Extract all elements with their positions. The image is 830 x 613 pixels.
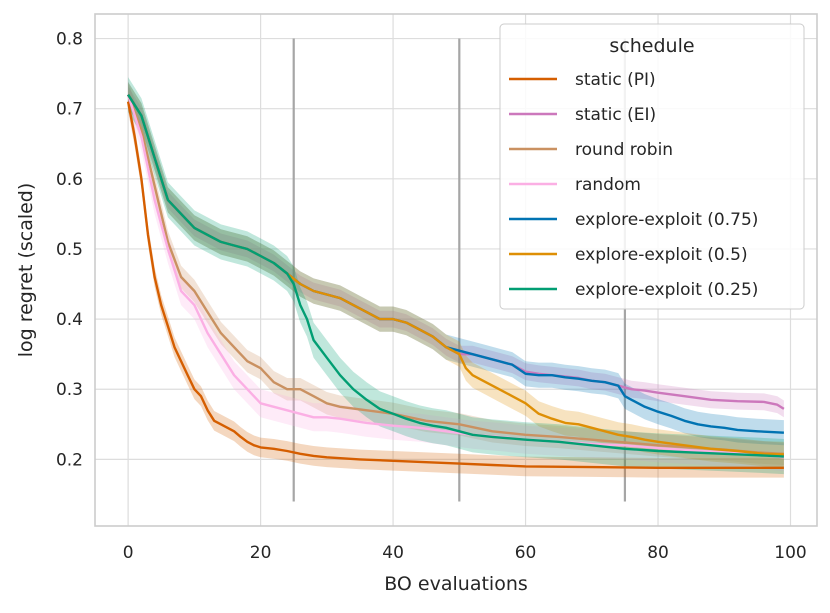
x-tick-label: 80 [647, 543, 669, 563]
legend-label-static-ei: static (EI) [575, 105, 656, 125]
line-random [126, 94, 785, 459]
band-static-ei [128, 86, 784, 418]
legend-label-explore-exploit-0-5: explore-exploit (0.5) [575, 245, 748, 265]
x-tick-label: 40 [382, 543, 404, 563]
x-tick-label: 60 [515, 543, 537, 563]
legend-entries: static (PI) static (EI) round robin random e… [509, 70, 758, 300]
y-tick-label: 0.8 [56, 30, 83, 50]
legend-title: schedule [609, 35, 694, 57]
series-lines [126, 94, 785, 469]
line-explore-exploit-0-25 [127, 94, 784, 458]
line-round-robin [126, 94, 784, 455]
x-tick-label: 20 [250, 543, 272, 563]
legend-label-static-pi: static (PI) [575, 70, 656, 90]
x-tick-label: 100 [774, 543, 806, 563]
line-static-pi [126, 101, 784, 469]
legend-box [499, 23, 805, 310]
legend-label-round-robin: round robin [575, 140, 673, 160]
y-tick-label: 0.7 [56, 100, 83, 120]
legend-label-random: random [575, 175, 641, 195]
y-axis-title: log regret (scaled) [15, 183, 37, 358]
y-tick-label: 0.2 [56, 450, 83, 470]
plot-frame [94, 13, 818, 527]
y-tick-label: 0.3 [56, 380, 83, 400]
y-tick-label: 0.5 [56, 240, 83, 260]
y-tick-label: 0.6 [56, 170, 83, 190]
band-explore-exploit-0-75 [128, 82, 784, 446]
x-tick-labels: 0 20 40 60 80 100 [123, 543, 807, 563]
legend-label-explore-exploit-0-75: explore-exploit (0.75) [575, 210, 758, 230]
legend: schedule static (PI) static (EI) round rob… [499, 23, 805, 310]
y-tick-label: 0.4 [56, 310, 83, 330]
legend-label-explore-exploit-0-25: explore-exploit (0.25) [575, 280, 758, 300]
y-tick-labels: 0.2 0.3 0.4 0.5 0.6 0.7 0.8 [56, 30, 83, 471]
confidence-bands [128, 77, 784, 478]
x-axis-title: BO evaluations [384, 573, 528, 595]
x-tick-label: 0 [123, 543, 134, 563]
